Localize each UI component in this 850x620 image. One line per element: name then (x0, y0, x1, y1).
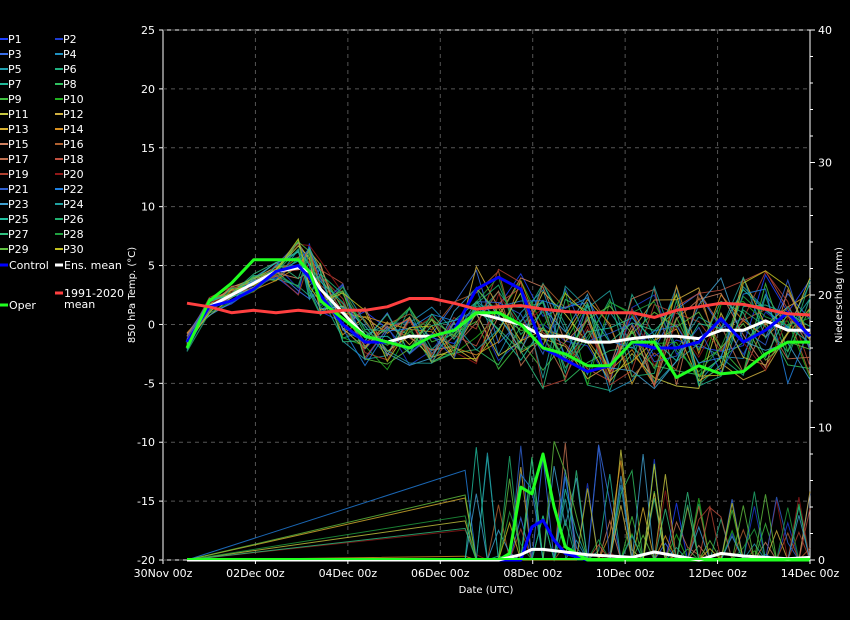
member-temp-line (186, 243, 811, 380)
y-tick-label: -10 (137, 436, 155, 449)
legend-label: 1991-2020 (64, 287, 124, 300)
legend-label: P4 (63, 48, 77, 61)
legend-label: P17 (8, 153, 29, 166)
legend-label: mean (64, 298, 95, 311)
legend-label: P15 (8, 138, 29, 151)
footer-left: GFS Ensemble, 45.5N, 10E (120, 589, 333, 608)
y2-tick-label: 40 (818, 24, 832, 37)
legend-label: P16 (63, 138, 84, 151)
series-layer (185, 258, 812, 562)
x-tick-label: 12Dec 00z (688, 567, 747, 580)
y-tick-label: 20 (141, 83, 155, 96)
y-tick-label: 0 (148, 318, 155, 331)
y2-tick-label: 10 (818, 422, 832, 435)
legend-label: P10 (63, 93, 84, 106)
legend-label: P22 (63, 183, 84, 196)
y2-tick-label: 20 (818, 289, 832, 302)
y-tick-label: -20 (137, 554, 155, 567)
legend-label: P13 (8, 123, 29, 136)
legend-label: P7 (8, 78, 22, 91)
temp-line-1991-2020-mean (186, 297, 811, 319)
legend-label: P27 (8, 228, 29, 241)
legend-label: P18 (63, 153, 84, 166)
legend-label: P12 (63, 108, 84, 121)
member-temp-line (186, 256, 811, 387)
y2-axis-label: Niederschlag (mm) (834, 247, 845, 343)
y2-tick-label: 30 (818, 157, 832, 170)
legend-label: P30 (63, 243, 84, 256)
member-temp-line (186, 246, 811, 390)
legend-label: P21 (8, 183, 29, 196)
legend-label: P8 (63, 78, 77, 91)
legend-label: P9 (8, 93, 22, 106)
footer-right: Wetterzentrale.de (651, 589, 795, 608)
y-tick-label: 25 (141, 24, 155, 37)
legend-label: P26 (63, 213, 84, 226)
legend-label: P25 (8, 213, 29, 226)
legend-label: Ens. mean (64, 259, 122, 272)
x-tick-label: 10Dec 00z (596, 567, 655, 580)
member-temp-line (186, 237, 811, 377)
legend-label: P6 (63, 63, 77, 76)
x-tick-label: 06Dec 00z (411, 567, 470, 580)
x-axis-label: Date (UTC) (459, 585, 514, 596)
legend-label: P2 (63, 33, 77, 46)
y-axis-label: 850 hPa Temp. (°C) (127, 247, 138, 343)
member-temp-line (186, 247, 811, 389)
legend-label: P28 (63, 228, 84, 241)
y-tick-label: -5 (144, 377, 155, 390)
legend-label: P20 (63, 168, 84, 181)
legend-label: P11 (8, 108, 29, 121)
member-temp-line (186, 259, 811, 388)
y-tick-label: 10 (141, 201, 155, 214)
x-tick-label: 02Dec 00z (226, 567, 285, 580)
legend: P1 P2 P3 P4 P5 P6 P7 P8 P9 P10 P11 P12 P13 P14 P15 P16 P… (0, 33, 124, 312)
legend-label: P29 (8, 243, 29, 256)
chart-title: Brescia (IT) 850 hPa Temp. & Niederschla… (143, 3, 727, 23)
x-tick-label: 14Dec 00z (781, 567, 840, 580)
y2-tick-label: 0 (818, 554, 825, 567)
x-tick-label: 04Dec 00z (319, 567, 378, 580)
legend-label: P19 (8, 168, 29, 181)
legend-label: P23 (8, 198, 29, 211)
axes: -20 -15 -10 -5 0 5 10 15 20 25 0 10 20 30 40 30Nov 00z 0… (134, 24, 840, 580)
temp-line-control (185, 264, 812, 374)
y-tick-label: 5 (148, 260, 155, 273)
legend-label: P5 (8, 63, 22, 76)
legend-label: P1 (8, 33, 22, 46)
legend-label: Oper (9, 299, 36, 312)
y-tick-label: 15 (141, 142, 155, 155)
member-temp-line (186, 241, 811, 365)
x-tick-label: 30Nov 00z (134, 567, 193, 580)
x-tick-label: 08Dec 00z (503, 567, 562, 580)
legend-label: P14 (63, 123, 84, 136)
precip-line-ens-mean (187, 547, 811, 562)
temp-line-oper (185, 258, 810, 379)
legend-label: P3 (8, 48, 22, 61)
member-temp-line (186, 248, 811, 386)
y-tick-label: -15 (137, 495, 155, 508)
legend-label: P24 (63, 198, 84, 211)
legend-label: Control (9, 259, 49, 272)
